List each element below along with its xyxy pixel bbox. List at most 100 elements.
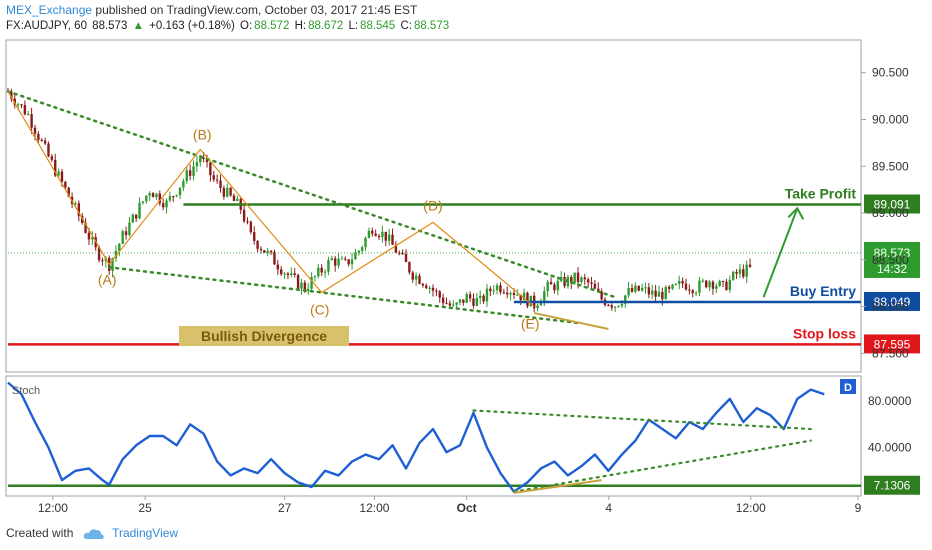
candle-body [209,162,212,176]
candle-body [637,285,640,291]
candle-body [357,250,360,253]
stoch-divergence-line [513,479,602,494]
candle-body [583,277,586,280]
candle-body [23,104,27,115]
candle-body [708,281,711,288]
candle-body [360,247,364,251]
time-tick-label: Oct [457,501,477,515]
candle-body [728,279,732,290]
candle-body [50,156,54,160]
candle-body [495,285,499,291]
candle-body [145,195,148,202]
candle-body [566,276,570,287]
candle-body [684,283,688,290]
candle-body [472,298,475,306]
candle-body [20,104,23,106]
candle-body [371,230,374,234]
candle-body [175,195,178,197]
candle-body [273,252,276,265]
candle-body [721,281,725,283]
candle-body [519,294,522,301]
projection-arrow-line [762,207,799,298]
candle-body [465,294,468,303]
stoch-line [7,381,825,493]
price-axis: 90.500 90.000 89.500 89.000 88.500 88.000 87.5… [861,66,912,455]
price-tick-label: 90.500 [872,66,909,80]
symbol-label: FX:AUDJPY, 60 [6,20,87,32]
candle-body [425,285,428,289]
tradingview-link[interactable]: TradingView [112,526,179,540]
level-price-tag [864,291,920,311]
candle-body [441,297,445,304]
wave-label: (B) [193,126,212,142]
candle-body [516,294,519,296]
candle-body [492,290,495,292]
candle-body [394,244,398,253]
candle-body [667,286,671,289]
candle-body [347,259,350,265]
candle-body [229,187,232,196]
candle-body [161,203,165,208]
last-price: 88.573 [92,20,128,32]
candle-body [259,248,263,251]
candle-body [333,258,337,266]
candle-body [715,285,718,289]
time-tick-label: 4 [605,501,612,515]
candle-body [303,282,307,291]
candle-body [306,288,310,291]
stoch-name: Stoch [12,385,40,397]
candle-body [178,187,182,196]
candle-body [367,230,371,238]
candle-body [165,200,168,208]
candle-body [485,288,489,302]
candle-body [630,288,634,292]
candle-body [293,273,296,275]
candle-body [421,283,425,286]
candle-body [246,221,249,223]
candle-body [374,233,377,236]
tradingview-cloud-icon [83,529,104,539]
candle-body [226,187,229,197]
open-label: O: [240,20,253,32]
candle-body [738,269,742,274]
candle-body [236,198,239,201]
author-link[interactable]: MEX_Exchange [6,3,93,17]
candle-body [651,290,654,295]
candle-body [74,203,77,205]
candle-body [151,193,155,198]
candle-body [640,287,644,291]
candle-body [40,139,43,141]
chart-area[interactable]: Take Profit 89.091 Buy Entry 88.049 Stop los… [0,0,932,525]
candle-body [526,292,529,307]
candle-body [506,292,509,295]
candle-body [134,214,138,219]
candle-body [253,232,256,241]
candle-body [286,273,290,276]
candle-body [499,285,502,293]
candle-body [414,275,418,280]
candle-body [455,302,458,305]
candle-body [57,171,60,176]
candle-body [586,279,590,283]
candle-body [43,140,47,144]
level-label: Buy Entry [790,283,856,299]
stoch-badge[interactable] [840,379,856,394]
candle-body [33,127,37,134]
candle-body [266,250,269,253]
candle-body [509,293,512,295]
high-value: 88.672 [308,20,344,32]
lower-wedge-line [107,266,583,325]
candle-body [118,243,121,251]
price-tick-label: 89.500 [872,159,909,173]
candle-body [613,306,617,308]
low-value: 88.545 [360,20,396,32]
candle-body [84,223,87,233]
stoch-lower-trend [512,439,812,493]
stoch-level-value: 7.1306 [874,479,911,493]
candle-body [482,295,485,302]
candle-body [546,281,549,292]
candle-body [381,231,384,238]
candle-body [624,295,627,304]
candle-body [408,262,411,273]
candle-body [350,259,354,265]
